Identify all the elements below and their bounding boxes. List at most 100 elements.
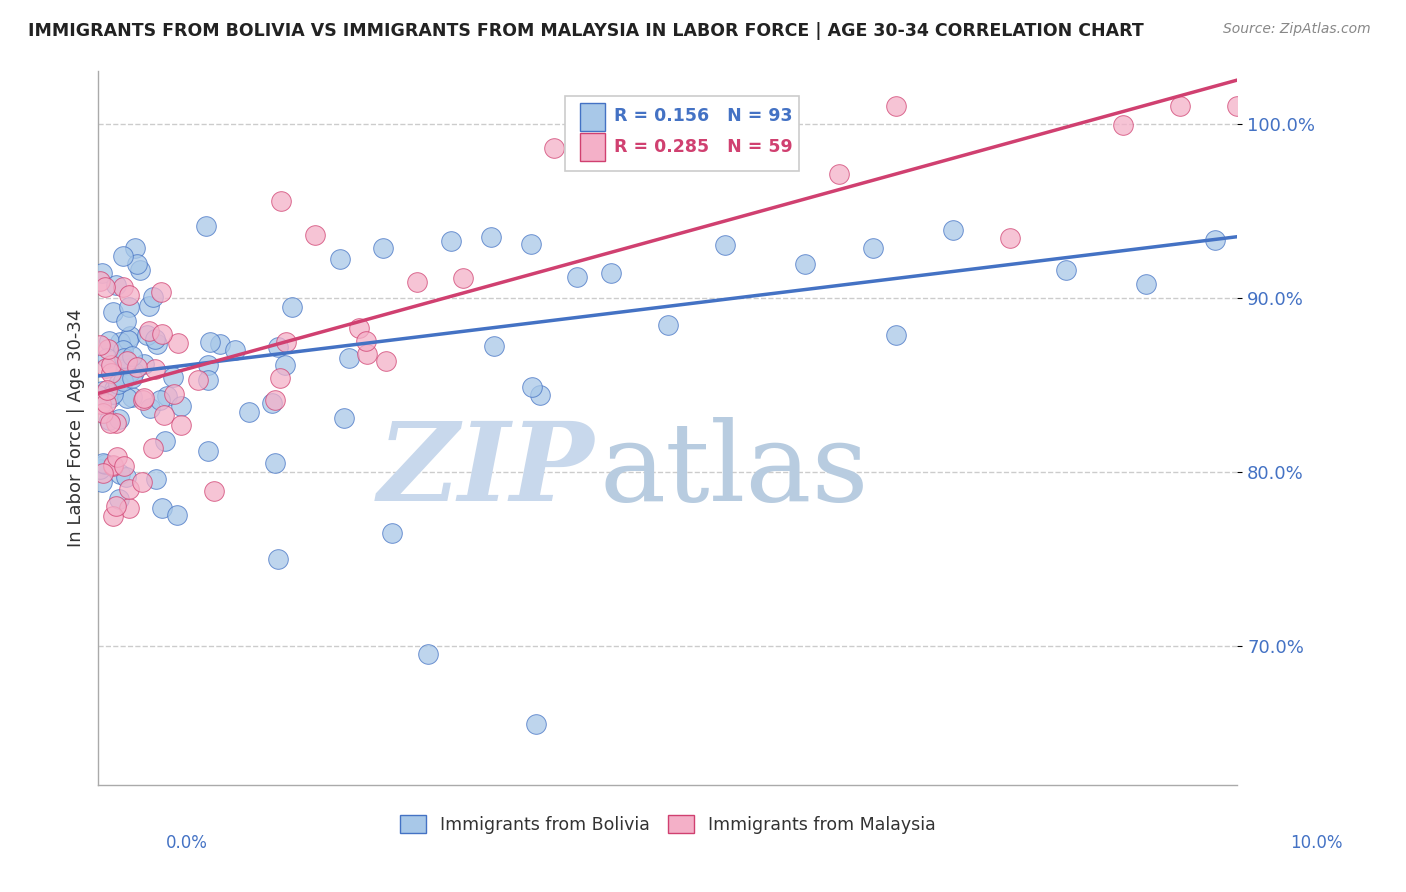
Point (149, 393, 172, 408)
Point (132, 392, 155, 407)
Point (121, 370, 143, 384)
Point (124, 241, 146, 255)
Point (197, 373, 219, 387)
Point (657, 318, 679, 332)
Text: R = 0.285   N = 59: R = 0.285 N = 59 (614, 138, 793, 156)
Point (103, 382, 125, 396)
Point (138, 299, 160, 313)
Point (89, 338, 111, 352)
Point (942, 223, 965, 237)
Point (91, 266, 114, 280)
Point (97, 413, 120, 427)
Point (91, 406, 114, 420)
Point (96, 351, 118, 366)
Point (122, 364, 145, 378)
Point (329, 252, 352, 266)
Point (347, 321, 370, 335)
Point (93, 280, 115, 294)
Point (118, 482, 141, 496)
Point (304, 228, 326, 243)
Point (224, 343, 246, 357)
Point (142, 441, 165, 455)
Point (263, 392, 285, 407)
Point (451, 270, 474, 285)
Point (100, 358, 122, 372)
Text: atlas: atlas (599, 417, 869, 524)
Point (138, 325, 160, 339)
Point (104, 277, 127, 292)
Point (142, 290, 165, 304)
Point (115, 354, 138, 368)
Point (90, 384, 112, 399)
Point (132, 392, 155, 406)
Legend: Immigrants from Bolivia, Immigrants from Malaysia: Immigrants from Bolivia, Immigrants from… (394, 808, 942, 840)
Point (884, 99, 907, 113)
Point (112, 458, 135, 473)
Point (115, 391, 138, 405)
Point (108, 467, 131, 481)
Point (238, 405, 260, 419)
Point (170, 418, 193, 433)
Point (163, 387, 186, 401)
Point (565, 269, 588, 284)
Point (406, 275, 429, 289)
Point (153, 408, 176, 422)
FancyBboxPatch shape (581, 103, 605, 130)
Point (134, 357, 156, 371)
Point (337, 351, 360, 366)
Point (153, 434, 176, 449)
Point (166, 508, 188, 523)
Point (167, 335, 190, 350)
Point (120, 365, 142, 379)
Point (101, 458, 124, 472)
Point (269, 370, 291, 384)
Point (267, 340, 290, 354)
Point (87, 388, 110, 402)
Point (91, 467, 114, 481)
Point (197, 359, 219, 373)
Point (170, 399, 193, 413)
Point (108, 412, 131, 426)
Point (111, 343, 134, 357)
Point (862, 241, 884, 255)
Point (187, 373, 209, 387)
Point (136, 328, 159, 343)
Point (91, 456, 114, 470)
Point (884, 327, 907, 342)
Point (98, 391, 121, 405)
Point (105, 417, 128, 431)
Point (520, 380, 543, 394)
Point (828, 168, 851, 182)
Point (121, 390, 143, 404)
Point (110, 335, 132, 350)
Point (98, 334, 121, 348)
Text: 0.0%: 0.0% (166, 834, 208, 852)
Point (209, 337, 232, 351)
Point (96, 360, 118, 375)
Point (332, 410, 354, 425)
Point (107, 377, 129, 392)
Point (657, 99, 679, 113)
Point (520, 237, 543, 252)
Point (998, 231, 1021, 245)
Point (1204, 233, 1226, 247)
Text: R = 0.156   N = 93: R = 0.156 N = 93 (614, 107, 793, 125)
Point (90, 396, 112, 410)
Point (114, 364, 136, 378)
FancyBboxPatch shape (581, 134, 605, 161)
Point (94, 395, 117, 409)
Point (281, 301, 304, 315)
Point (118, 328, 141, 343)
Point (162, 370, 184, 384)
Point (131, 475, 153, 490)
Point (121, 350, 143, 364)
Point (479, 229, 502, 244)
Point (440, 234, 463, 248)
Point (89, 462, 111, 476)
Point (1056, 262, 1078, 277)
Point (146, 337, 169, 351)
Point (1135, 277, 1157, 291)
Point (94, 457, 117, 471)
Text: ZIP: ZIP (377, 417, 593, 524)
Point (264, 456, 287, 470)
